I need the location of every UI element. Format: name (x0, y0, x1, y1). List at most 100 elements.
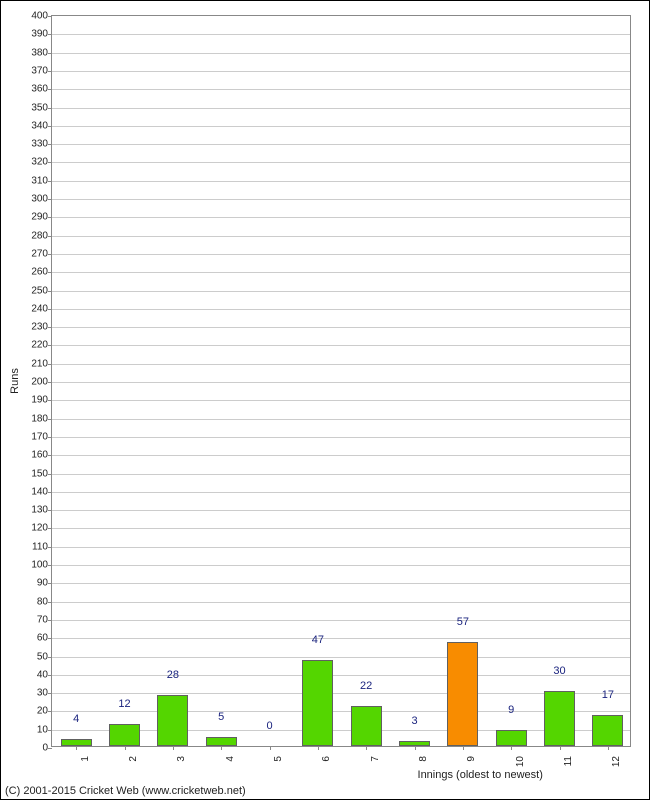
bar-value-label: 28 (167, 669, 179, 681)
y-tick-label: 40 (37, 669, 52, 680)
gridline (52, 510, 630, 511)
y-tick-label: 50 (37, 651, 52, 662)
x-tick-mark (173, 746, 174, 750)
gridline (52, 236, 630, 237)
x-tick-mark (415, 746, 416, 750)
gridline (52, 217, 630, 218)
y-tick-label: 350 (31, 102, 52, 113)
x-tick-label: 10 (515, 752, 526, 767)
gridline (52, 528, 630, 529)
gridline (52, 181, 630, 182)
y-tick-label: 290 (31, 212, 52, 223)
gridline (52, 400, 630, 401)
bar (206, 737, 237, 746)
y-tick-label: 210 (31, 358, 52, 369)
y-tick-label: 110 (32, 541, 52, 552)
x-tick-mark (366, 746, 367, 750)
y-tick-label: 380 (31, 47, 52, 58)
y-axis-title: Runs (9, 368, 21, 394)
bar-value-label: 12 (118, 698, 130, 710)
bar (61, 739, 92, 746)
bar (302, 660, 333, 746)
y-tick-label: 370 (31, 65, 52, 76)
x-tick-mark (608, 746, 609, 750)
y-tick-label: 300 (31, 194, 52, 205)
y-tick-label: 90 (37, 578, 52, 589)
y-tick-label: 70 (37, 614, 52, 625)
x-tick-label: 11 (563, 752, 574, 766)
y-tick-label: 80 (37, 596, 52, 607)
gridline (52, 675, 630, 676)
y-tick-label: 150 (31, 468, 52, 479)
x-tick-label: 3 (176, 752, 187, 762)
x-axis-title: Innings (oldest to newest) (418, 769, 543, 781)
y-tick-label: 240 (31, 303, 52, 314)
y-tick-label: 260 (31, 267, 52, 278)
y-tick-label: 390 (31, 29, 52, 40)
bar (592, 715, 623, 746)
gridline (52, 89, 630, 90)
bar-value-label: 30 (553, 665, 565, 677)
bar-value-label: 17 (602, 689, 614, 701)
gridline (52, 272, 630, 273)
gridline (52, 34, 630, 35)
bar-value-label: 57 (457, 616, 469, 628)
gridline (52, 547, 630, 548)
gridline (52, 474, 630, 475)
gridline (52, 309, 630, 310)
bar-value-label: 4 (73, 713, 79, 725)
gridline (52, 382, 630, 383)
plot-area: 0102030405060708090100110120130140150160… (51, 15, 631, 747)
bar-value-label: 22 (360, 680, 372, 692)
y-tick-label: 360 (31, 84, 52, 95)
y-tick-label: 310 (31, 175, 52, 186)
y-tick-label: 190 (31, 395, 52, 406)
gridline (52, 144, 630, 145)
gridline (52, 254, 630, 255)
gridline (52, 419, 630, 420)
x-tick-label: 1 (80, 752, 91, 762)
x-tick-mark (318, 746, 319, 750)
x-tick-mark (76, 746, 77, 750)
gridline (52, 327, 630, 328)
y-tick-label: 10 (37, 724, 52, 735)
y-tick-label: 220 (31, 340, 52, 351)
gridline (52, 162, 630, 163)
x-tick-mark (221, 746, 222, 750)
y-tick-label: 20 (37, 706, 52, 717)
x-tick-label: 9 (466, 752, 477, 762)
gridline (52, 583, 630, 584)
x-tick-label: 12 (611, 752, 622, 767)
bar (496, 730, 527, 746)
bar (447, 642, 478, 746)
y-tick-label: 400 (31, 11, 52, 22)
bar-value-label: 5 (218, 711, 224, 723)
x-tick-mark (560, 746, 561, 750)
x-tick-mark (125, 746, 126, 750)
y-tick-label: 30 (37, 688, 52, 699)
bar-value-label: 0 (266, 720, 272, 732)
gridline (52, 108, 630, 109)
gridline (52, 455, 630, 456)
x-tick-label: 8 (418, 752, 429, 762)
chart-container: 0102030405060708090100110120130140150160… (0, 0, 650, 800)
x-tick-label: 4 (225, 752, 236, 762)
x-tick-mark (463, 746, 464, 750)
gridline (52, 291, 630, 292)
bar (351, 706, 382, 746)
bar (544, 691, 575, 746)
y-tick-label: 120 (31, 523, 52, 534)
gridline (52, 364, 630, 365)
y-tick-label: 160 (31, 450, 52, 461)
y-tick-label: 140 (31, 486, 52, 497)
bar (157, 695, 188, 746)
y-tick-label: 200 (31, 377, 52, 388)
footer-text: (C) 2001-2015 Cricket Web (www.cricketwe… (5, 785, 246, 797)
y-tick-label: 270 (31, 248, 52, 259)
y-tick-label: 330 (31, 139, 52, 150)
bar-value-label: 3 (411, 715, 417, 727)
x-tick-mark (511, 746, 512, 750)
bar (109, 724, 140, 746)
bar-value-label: 47 (312, 634, 324, 646)
x-tick-label: 6 (321, 752, 332, 762)
